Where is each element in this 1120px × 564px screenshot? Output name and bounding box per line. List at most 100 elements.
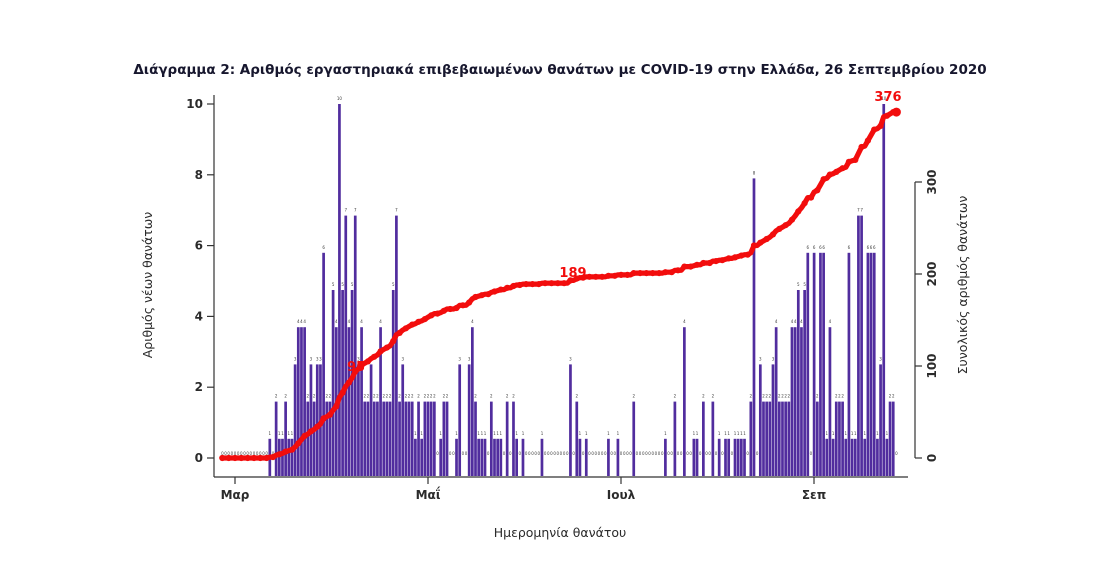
cumulative-point [561,280,568,287]
bar [733,438,737,476]
bar-value-label: 1 [522,431,525,436]
bar-value-label: 5 [341,282,344,287]
cumulative-point [567,277,574,284]
bar-value-label: 0 [594,451,597,456]
bar [360,327,363,476]
y-left-tick-label: 8 [195,168,203,182]
bar-value-label: 0 [670,451,673,456]
bar [790,327,794,476]
bar-value-label: 0 [509,451,512,456]
bar-value-label: 1 [693,431,696,436]
x-axis: Μαρ Μαΐ Ιουλ Σεπ [214,476,908,502]
bar-value-label: 2 [712,394,715,399]
cumulative-point [352,368,359,375]
bar-value-label: 6 [819,245,822,250]
cumulative-point [706,259,713,267]
bar-value-label: 1 [734,431,737,436]
bar-value-label: 5 [797,282,800,287]
bar [505,401,509,476]
cumulative-point [725,255,732,262]
bar [796,290,800,476]
bar [844,438,848,476]
cumulative-point [788,216,796,223]
bar [303,327,306,476]
bar [312,401,316,476]
bar [515,438,518,476]
bar [442,401,446,476]
bar [331,290,335,476]
bar-value-label: 0 [604,451,607,456]
bar-value-label: 2 [762,394,765,399]
cumulative-point [269,454,277,461]
cumulative-point [592,273,599,280]
bar [800,327,803,476]
cumulative-point [459,302,466,309]
bar [296,327,300,476]
bar-value-label: 3 [401,356,404,361]
bar [300,327,303,476]
cumulative-point [573,275,580,282]
bar [736,438,740,476]
bar-value-label: 4 [300,319,303,324]
bar-value-label: 0 [221,451,224,456]
bar-value-label: 6 [322,245,325,250]
y-left-tick-label: 0 [195,451,203,465]
bar-value-label: 6 [807,245,810,250]
bar [784,401,787,476]
bar [711,401,715,476]
bar-value-label: 2 [750,394,753,399]
bar-value-label: 0 [544,451,547,456]
cumulative-point [662,269,669,276]
y-left-tick-label: 10 [186,97,203,111]
x-axis-tick-label: Σεπ [802,488,826,502]
bar [439,438,443,476]
cumulative-point [491,288,498,295]
cumulative-point [472,293,479,301]
bar-value-label: 7 [395,208,398,213]
bar-value-label: 7 [857,208,860,213]
cumulative-point [668,269,675,276]
bar [499,438,503,476]
bar [290,438,294,476]
cumulative-point [238,454,245,462]
bar-value-label: 1 [876,431,879,436]
bar-value-label: 2 [474,394,477,399]
bar-value-label: 1 [420,431,423,436]
bar-value-label: 4 [379,319,382,324]
bar-value-label: 1 [288,431,291,436]
bar-value-label: 2 [784,394,787,399]
bar [284,401,287,476]
cumulative-point [554,280,561,287]
bar [414,438,417,476]
bar [417,401,420,476]
bar-value-label: 0 [756,451,759,456]
bar-value-label: 2 [398,394,401,399]
bar-value-label: 2 [506,394,509,399]
bar-value-label: 0 [462,451,465,456]
bar-value-label: 2 [446,394,449,399]
cumulative-point [421,316,428,323]
bar [328,401,332,476]
bar-value-label: 2 [778,394,781,399]
bar-value-label: 1 [493,431,496,436]
bar-value-label: 4 [297,319,300,324]
bar [727,438,731,476]
bar-value-label: 0 [262,451,265,456]
bar [781,401,784,476]
bar [347,327,351,476]
bar [395,215,398,476]
bar-value-label: 2 [408,394,411,399]
cumulative-point [744,251,751,258]
bar [445,401,449,476]
bar-value-label: 0 [680,451,683,456]
bar-value-label: 0 [553,451,556,456]
bar-value-label: 0 [566,451,569,456]
cumulative-line [219,107,901,462]
bar-value-label: 0 [528,451,531,456]
bar-value-label: 0 [449,451,452,456]
bar [752,178,756,476]
cumulative-point [478,292,485,299]
bar [474,401,477,476]
y-right-axis-title: Συνολικός αριθμός θανάτων [955,196,970,375]
